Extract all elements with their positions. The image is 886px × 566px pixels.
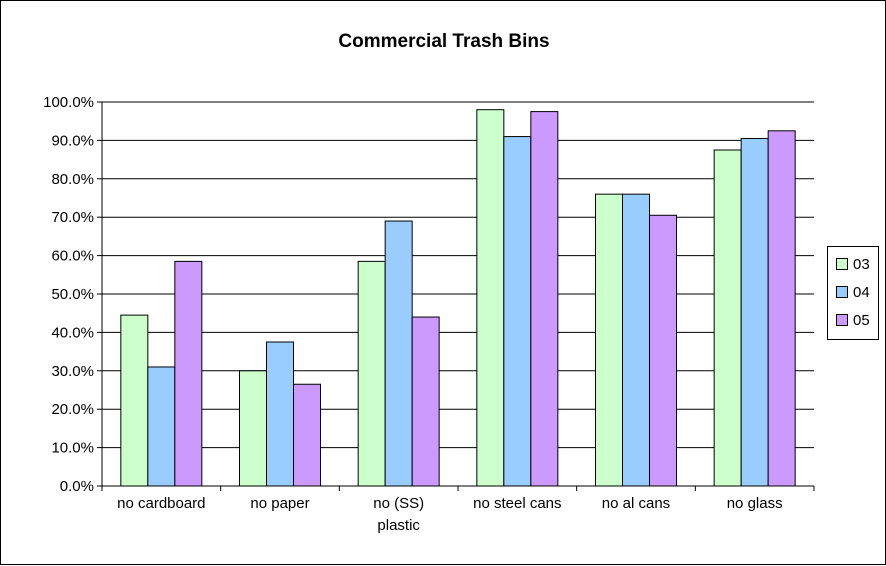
legend-label: 04 (853, 283, 870, 301)
bar-04 (740, 137, 769, 487)
legend-item-05: 05 (836, 311, 870, 329)
bar-04 (622, 193, 650, 487)
bar-03 (713, 149, 742, 487)
y-tick-label: 80.0% (51, 171, 94, 188)
legend-swatch (836, 258, 848, 270)
bar-04 (384, 220, 413, 487)
legend: 03 04 05 (827, 246, 879, 340)
x-tick-label: no paper (250, 495, 309, 512)
y-tick-label: 10.0% (51, 440, 94, 457)
bar-04 (266, 341, 294, 487)
y-tick-label: 0.0% (60, 478, 94, 495)
legend-label: 05 (853, 311, 870, 329)
x-tick-label: no (SS) (373, 495, 424, 512)
bar-04 (147, 366, 176, 487)
y-tick-label: 90.0% (51, 132, 94, 149)
bar-05 (649, 214, 677, 487)
chart-title: Commercial Trash Bins (338, 31, 550, 52)
bar-03 (595, 193, 623, 487)
y-tick-label: 20.0% (51, 401, 94, 418)
bar-05 (174, 260, 203, 487)
x-tick-label: no cardboard (117, 495, 205, 512)
y-tick-label: 70.0% (51, 209, 94, 226)
legend-item-04: 04 (836, 283, 870, 301)
bar-04 (503, 136, 532, 487)
y-tick-label: 100.0% (43, 94, 94, 111)
legend-item-03: 03 (836, 255, 870, 273)
legend-swatch (836, 314, 848, 326)
x-tick-label: no al cans (602, 495, 670, 512)
bar-05 (293, 383, 321, 487)
bar-05 (530, 111, 559, 487)
bar-03 (357, 260, 386, 487)
y-tick-label: 60.0% (51, 248, 94, 265)
y-tick-label: 50.0% (51, 286, 94, 303)
y-tick-label: 40.0% (51, 324, 94, 341)
bar-05 (767, 130, 796, 487)
y-tick-label: 30.0% (51, 363, 94, 380)
bar-03 (239, 370, 267, 487)
bar-05 (411, 316, 440, 487)
x-tick-label: no steel cans (473, 495, 561, 512)
x-tick-label: plastic (377, 517, 420, 534)
bar-03 (120, 314, 149, 487)
bar-03 (476, 109, 505, 487)
x-tick-label: no glass (727, 495, 783, 512)
legend-label: 03 (853, 255, 870, 273)
legend-swatch (836, 286, 848, 298)
